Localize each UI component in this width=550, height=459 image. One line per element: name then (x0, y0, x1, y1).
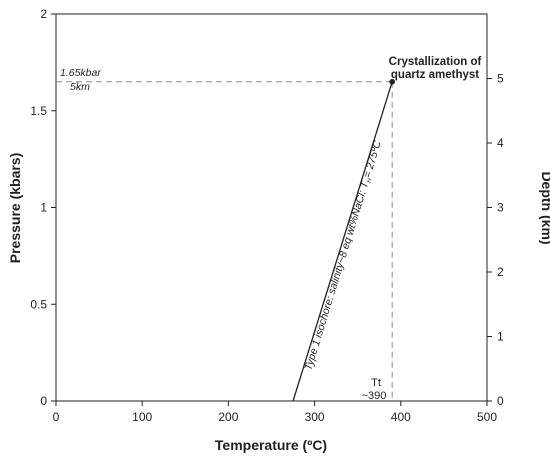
point-label-line1: Crystallization of (389, 56, 482, 68)
point-label-line2: quartz amethyst (391, 69, 479, 81)
y-tick-label: 2 (40, 7, 47, 21)
y2-tick-label: 4 (497, 136, 504, 150)
pressure-label: 1.65kbar (60, 67, 101, 79)
depth-label: 5km (70, 81, 90, 93)
crystallization-point (389, 78, 395, 85)
tt-label: Tt (371, 377, 381, 389)
y2-tick-label: 2 (497, 265, 504, 279)
y-tick-label: 1.5 (30, 104, 47, 118)
y-tick-label: 0 (40, 394, 47, 408)
y2-tick-label: 3 (497, 201, 504, 215)
isochore-label: Type 1 isochore: salinity~8 eq wt%NaCl: … (302, 139, 385, 372)
isochore-label-main: Type 1 isochore: salinity~8 eq wt%NaCl: … (302, 179, 371, 372)
y-tick-label: 1 (40, 201, 47, 215)
y-tick-label: 0.5 (30, 297, 47, 311)
x-tick-label: 100 (132, 410, 152, 424)
y2-tick-label: 0 (497, 394, 504, 408)
y2-tick-label: 5 (497, 72, 504, 86)
y2-tick-label: 1 (497, 330, 504, 344)
isochore-line (292, 81, 393, 402)
x-tick-label: 200 (218, 410, 238, 424)
x-tick-label: 0 (53, 410, 60, 424)
y2-axis-title: Depth (km) (539, 171, 550, 244)
x-axis-title: Temperature (ºC) (215, 437, 327, 453)
x-tick-label: 500 (477, 410, 497, 424)
isochore-label-tail: = 275ºC (361, 139, 384, 179)
isochore-label-sub: H (366, 177, 374, 184)
mark-group (56, 78, 395, 402)
x-tick-label: 400 (391, 410, 411, 424)
tt-value: ~390 (362, 390, 387, 402)
x-tick-label: 300 (305, 410, 325, 424)
y-axis-title: Pressure (kbars) (7, 153, 23, 264)
